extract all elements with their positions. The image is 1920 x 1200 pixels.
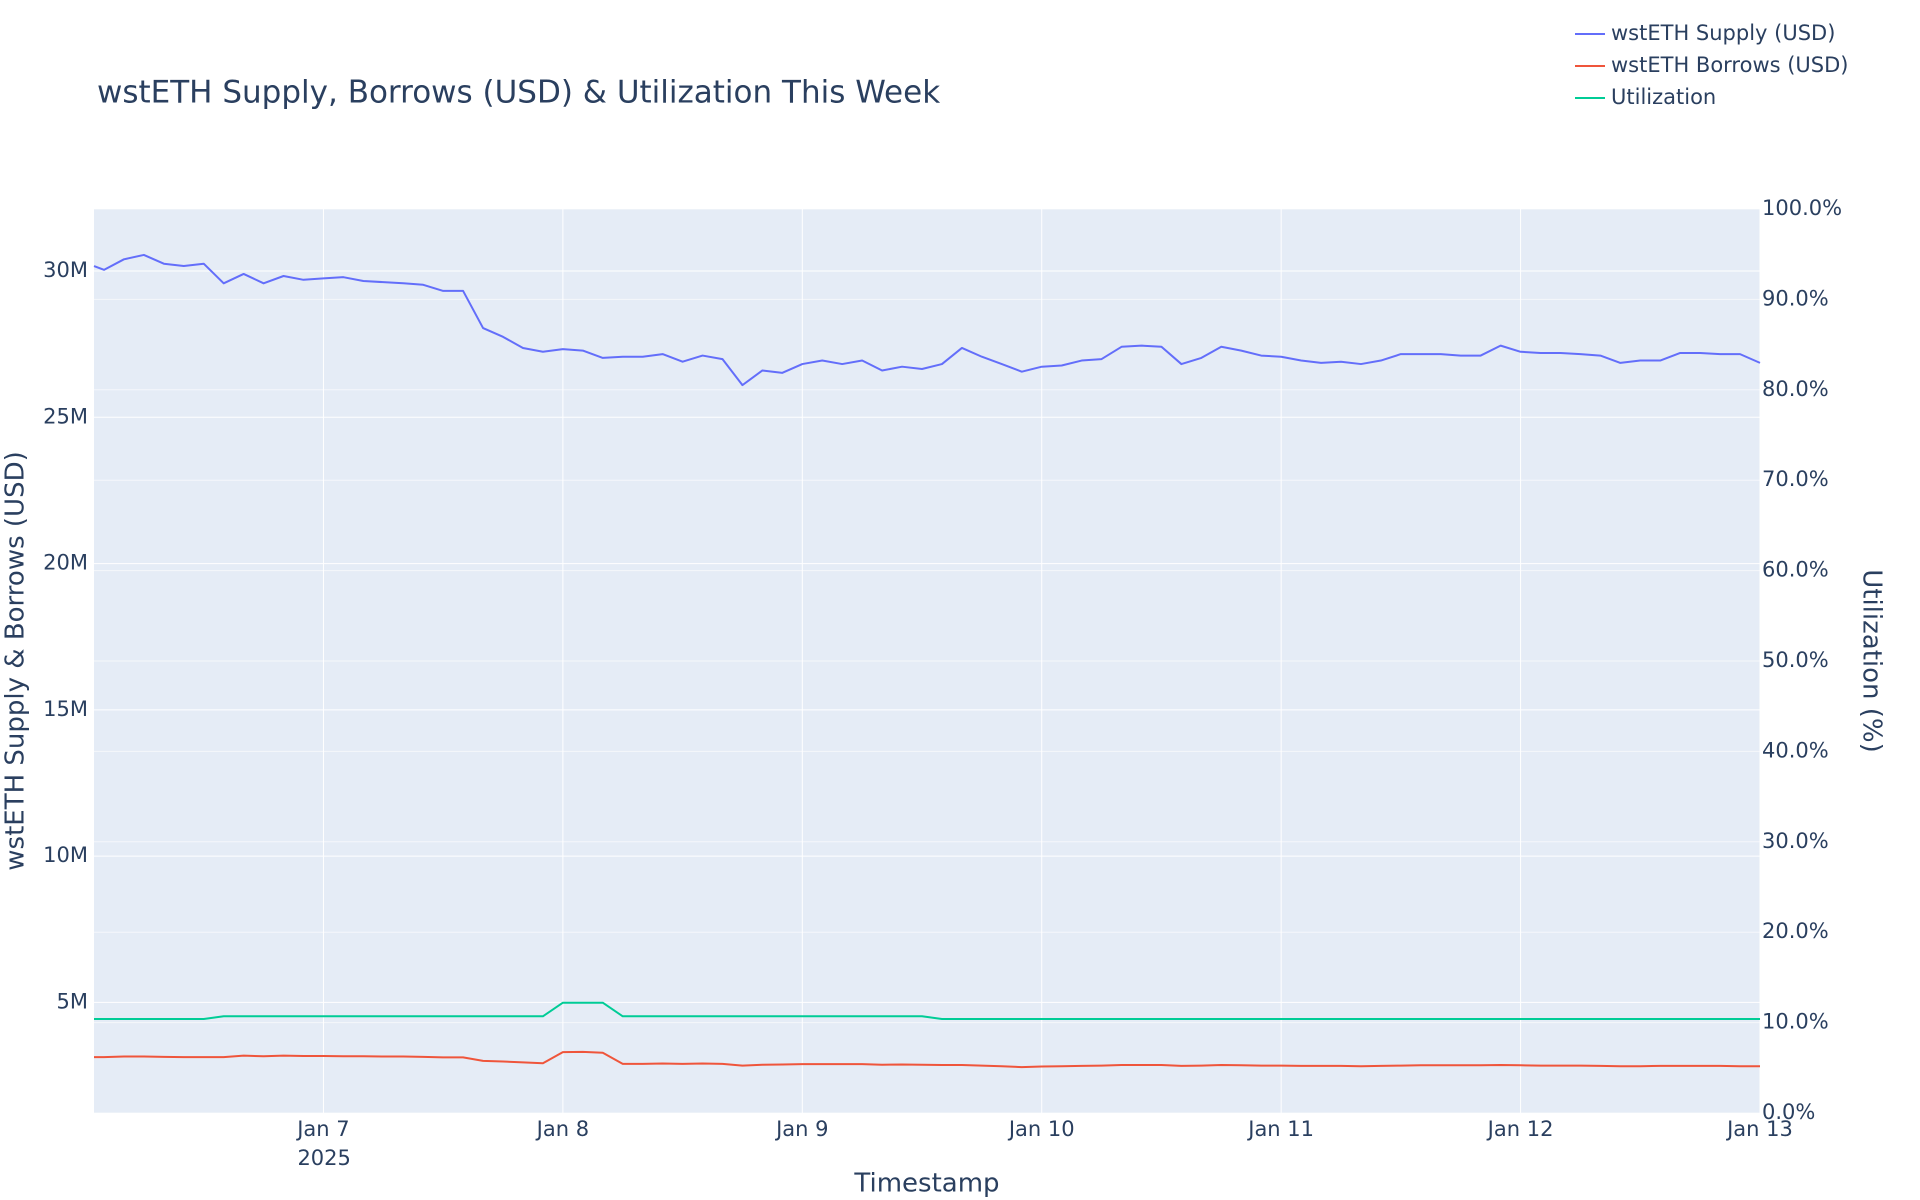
x-axis-title: Timestamp [853,1169,999,1199]
y-tick-label: 30M [43,258,88,282]
y-tick-label: 20M [43,551,88,575]
chart-title: wstETH Supply, Borrows (USD) & Utilizati… [97,75,940,111]
y-axis-title: wstETH Supply & Borrows (USD) [1,451,31,870]
x-tick-label: Jan 13 [1725,1117,1793,1141]
y-tick-label: 15M [43,697,88,721]
y-tick-label: 25M [43,404,88,428]
x-tick-label: Jan 11 [1246,1117,1314,1141]
y2-axis-title: Utilization (%) [1857,569,1887,753]
x-tick-label: Jan 9 [774,1117,828,1141]
legend-label: wstETH Borrows (USD) [1611,53,1849,77]
y-tick-label: 10M [43,843,88,867]
legend-label: Utilization [1611,85,1716,109]
y2-tick-label: 40.0% [1762,738,1829,762]
y2-tick-label: 50.0% [1762,648,1829,672]
x-tick-label: Jan 8 [535,1117,589,1141]
y2-tick-label: 70.0% [1762,467,1829,491]
y2-tick-label: 10.0% [1762,1010,1829,1034]
x-tick-label: Jan 10 [1007,1117,1075,1141]
legend-label: wstETH Supply (USD) [1611,21,1835,45]
series-line [93,253,1761,387]
y2-tick-label: 30.0% [1762,829,1829,853]
series-line [94,1001,1760,1020]
x-tick-label: Jan 12 [1486,1117,1554,1141]
y2-tick-label: 80.0% [1762,377,1829,401]
x-tick-sublabel: 2025 [297,1146,350,1170]
y2-tick-label: 90.0% [1762,286,1829,310]
y2-tick-label: 60.0% [1762,558,1829,582]
y2-tick-label: 100.0% [1762,196,1842,220]
x-tick-label: Jan 7 [295,1117,349,1141]
y2-tick-label: 20.0% [1762,919,1829,943]
series-line [94,1050,1760,1069]
y2-tick-label: 0.0% [1762,1100,1815,1124]
y-tick-label: 5M [57,989,88,1013]
